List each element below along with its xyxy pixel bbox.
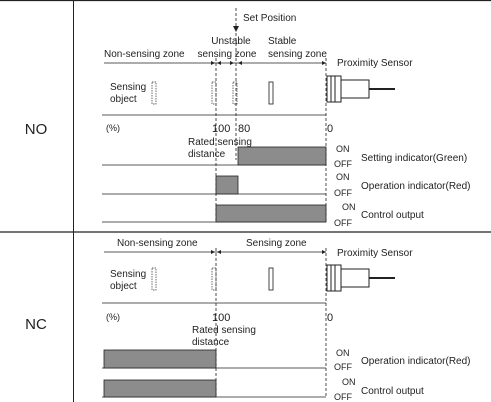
sensing-zone-label: Sensing zone (246, 238, 307, 249)
sensing-object-label-1: Sensing (110, 269, 146, 280)
scale-tick-100: 100 (212, 123, 230, 135)
sensing-object-label-2: object (110, 94, 137, 105)
scale-tick-0: 0 (327, 123, 333, 135)
signal-label: Operation indicator(Red) (361, 181, 471, 192)
signal-on-bar (237, 146, 327, 166)
sensing-object-icon (211, 81, 217, 105)
sensing-object-icon (151, 267, 157, 291)
zone-arrow-line (104, 61, 326, 65)
sensing-object-icon (151, 81, 157, 105)
signal-control-output: ON OFF Control output (102, 377, 424, 402)
proximity-sensor-icon (326, 75, 395, 103)
unstable-zone-label-2: sensing zone (198, 49, 257, 60)
set-position-label: Set Position (243, 13, 296, 24)
off-label: OFF (334, 392, 352, 402)
off-label: OFF (334, 159, 352, 169)
on-label: ON (336, 144, 350, 154)
signal-control-output: ON OFF Control output (102, 202, 424, 228)
signal-label: Operation indicator(Red) (361, 356, 471, 367)
rated-sensing-label-2: distance (192, 337, 230, 348)
non-sensing-zone-label: Non-sensing zone (117, 238, 198, 249)
signal-on-bar (103, 379, 217, 398)
scale-tick-80: 80 (238, 123, 250, 135)
stable-zone-label-1: Stable (268, 36, 297, 47)
signal-on-bar (215, 175, 239, 195)
proximity-sensor-icon (326, 264, 395, 292)
on-label: ON (342, 377, 356, 387)
off-label: OFF (334, 362, 352, 372)
signal-setting-indicator: ON OFF Setting indicator(Green) (102, 144, 467, 169)
signal-on-bar (215, 204, 327, 223)
sensing-object-label-1: Sensing (110, 82, 146, 93)
signal-label: Setting indicator(Green) (361, 153, 467, 164)
sensing-object-label-2: object (110, 281, 137, 292)
on-label: ON (342, 202, 356, 212)
sensing-object-icon (268, 81, 274, 105)
sensing-object-icon (268, 267, 274, 291)
proximity-sensor-label: Proximity Sensor (337, 58, 413, 69)
rated-sensing-label-1: Rated sensing (192, 325, 256, 336)
signal-label: Control output (361, 210, 424, 221)
off-label: OFF (334, 218, 352, 228)
stable-zone-label-2: sensing zone (268, 49, 327, 60)
off-label: OFF (334, 188, 352, 198)
no-section: Set Position Non-sensing zone Unstable s… (102, 8, 471, 228)
signal-on-bar (103, 349, 217, 369)
scale-unit: (%) (106, 123, 120, 133)
on-label: ON (336, 348, 350, 358)
sensing-object-icon (232, 81, 238, 105)
proximity-sensor-label: Proximity Sensor (337, 248, 413, 259)
nc-section: Non-sensing zone Sensing zone Sensing ob… (102, 238, 471, 402)
signal-label: Control output (361, 386, 424, 397)
scale-tick-100: 100 (212, 312, 230, 324)
signal-operation-indicator: ON OFF Operation indicator(Red) (102, 348, 471, 372)
rated-sensing-label-1: Rated sensing (188, 137, 252, 148)
scale-unit: (%) (106, 312, 120, 322)
unstable-zone-label-1: Unstable (211, 36, 251, 47)
set-position-arrow (233, 26, 239, 32)
non-sensing-zone-label: Non-sensing zone (104, 49, 185, 60)
zone-arrow-line (104, 250, 326, 254)
sensing-object-icon (211, 267, 217, 291)
on-label: ON (336, 172, 350, 182)
scale-tick-0: 0 (327, 312, 333, 324)
signal-operation-indicator: ON OFF Operation indicator(Red) (102, 172, 471, 198)
rated-sensing-label-2: distance (188, 149, 226, 160)
row-label-no: NO (25, 121, 48, 138)
row-label-nc: NC (25, 316, 47, 333)
